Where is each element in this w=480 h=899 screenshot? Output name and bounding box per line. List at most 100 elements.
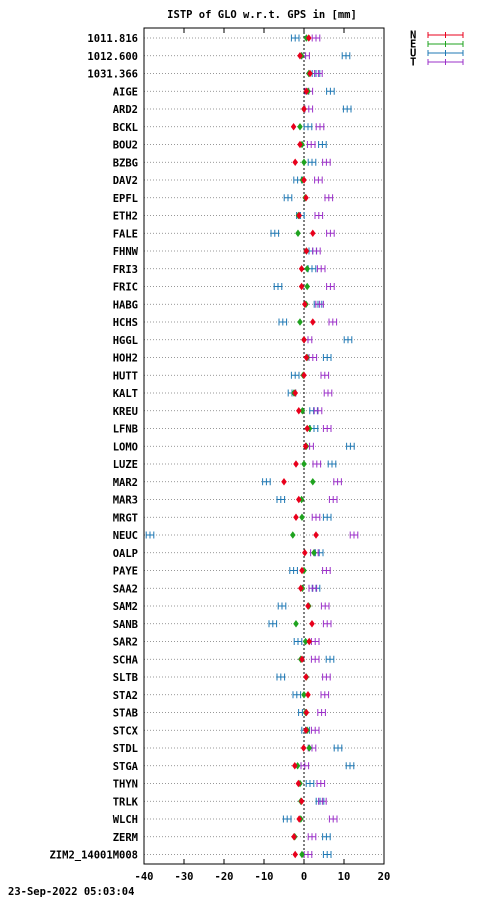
mark-u: [322, 513, 332, 521]
mark-n: [295, 779, 302, 788]
station-label: HABG: [113, 299, 138, 311]
mark-e: [295, 229, 301, 237]
mark-t: [316, 780, 326, 787]
mark-n: [298, 282, 305, 291]
station-label: SAR2: [113, 637, 138, 649]
station-label: EPFL: [113, 193, 138, 205]
mark-t: [328, 815, 338, 823]
mark-t: [315, 123, 325, 131]
station-label: SLTB: [113, 672, 138, 684]
mark-u: [278, 318, 288, 326]
station-label: BOU2: [113, 140, 138, 152]
mark-u: [303, 123, 313, 131]
mark-e: [297, 123, 303, 131]
x-tick-label: -20: [215, 871, 234, 883]
mark-u: [333, 744, 343, 752]
mark-t: [322, 620, 332, 628]
mark-n: [304, 424, 310, 433]
station-labels: 1011.816 1012.600 1031.366 AIGE ARD2 BCKL BOU2…: [49, 33, 138, 862]
mark-u: [292, 691, 302, 699]
mark-n: [291, 833, 297, 841]
mark-u: [327, 460, 337, 468]
mark-u: [283, 194, 293, 202]
mark-t: [310, 726, 320, 734]
mark-n: [306, 34, 312, 42]
station-label: THYN: [113, 779, 138, 791]
mark-t: [322, 567, 331, 574]
row-gridlines: [144, 37, 384, 855]
mark-e: [311, 549, 317, 557]
mark-n: [296, 815, 302, 823]
station-label: KALT: [113, 388, 138, 400]
mark-t: [300, 762, 310, 770]
station-label: ETH2: [113, 211, 138, 223]
mark-n: [303, 708, 310, 717]
mark-e: [304, 282, 310, 291]
mark-u: [343, 336, 353, 344]
mark-n: [293, 460, 299, 468]
station-label: MRGT: [113, 512, 138, 524]
x-tick-label: 10: [338, 871, 351, 883]
mark-e: [301, 460, 307, 468]
x-tick-label: 20: [378, 871, 391, 883]
mark-t: [328, 496, 338, 503]
station-label: HOH2: [113, 353, 138, 365]
mark-u: [145, 531, 155, 539]
mark-t: [322, 158, 331, 166]
mark-t: [306, 141, 316, 148]
station-label: KREU: [113, 406, 138, 418]
mark-u: [290, 371, 300, 379]
mark-u: [262, 478, 271, 486]
mark-u: [346, 442, 355, 450]
mark-e: [299, 850, 305, 859]
mark-n: [281, 478, 287, 486]
timestamp: 23-Sep-2022 05:03:04: [8, 886, 134, 898]
legend-label: T: [410, 57, 416, 69]
chart-title: ISTP of GLO w.r.t. GPS in [mm]: [167, 9, 357, 21]
station-label: STGA: [113, 761, 139, 773]
mark-e: [297, 318, 303, 326]
mark-e: [306, 744, 312, 752]
mark-n: [302, 300, 308, 308]
station-label: SCHA: [113, 654, 139, 666]
station-label: FHNW: [113, 246, 139, 258]
mark-n: [299, 655, 305, 663]
station-label: STCX: [113, 725, 139, 737]
mark-u: [318, 141, 327, 148]
mark-n: [298, 265, 305, 273]
station-label: BCKL: [113, 122, 138, 134]
mark-t: [328, 318, 338, 326]
mark-t: [320, 602, 330, 610]
mark-n: [306, 637, 312, 646]
mark-t: [310, 638, 320, 645]
mark-t: [316, 265, 326, 273]
mark-n: [298, 797, 305, 805]
station-label: WLCH: [113, 814, 138, 826]
mark-t: [349, 531, 359, 539]
mark-t: [333, 478, 342, 486]
mark-n: [303, 87, 310, 95]
station-label: 1012.600: [87, 51, 138, 63]
mark-u: [345, 762, 355, 770]
station-label: LUZE: [113, 459, 138, 471]
x-axis-ticks: -40 -30 -20 -10 0 10 20: [135, 28, 391, 883]
station-label: LFNB: [113, 424, 138, 436]
station-label: SANB: [113, 619, 138, 631]
mark-t: [313, 407, 323, 415]
mark-t: [322, 673, 331, 681]
mark-n: [303, 726, 309, 734]
mark-t: [326, 229, 335, 237]
mark-n: [313, 531, 319, 539]
mark-t: [312, 247, 321, 255]
mark-t: [308, 354, 318, 361]
mark-e: [301, 158, 307, 166]
mark-n: [300, 744, 307, 752]
mark-u: [276, 673, 286, 681]
mark-t: [315, 300, 324, 308]
mark-e: [299, 513, 305, 521]
station-label: LOMO: [113, 441, 138, 453]
mark-t: [317, 709, 326, 716]
station-label: FALE: [113, 228, 138, 240]
station-label: HUTT: [113, 370, 138, 382]
